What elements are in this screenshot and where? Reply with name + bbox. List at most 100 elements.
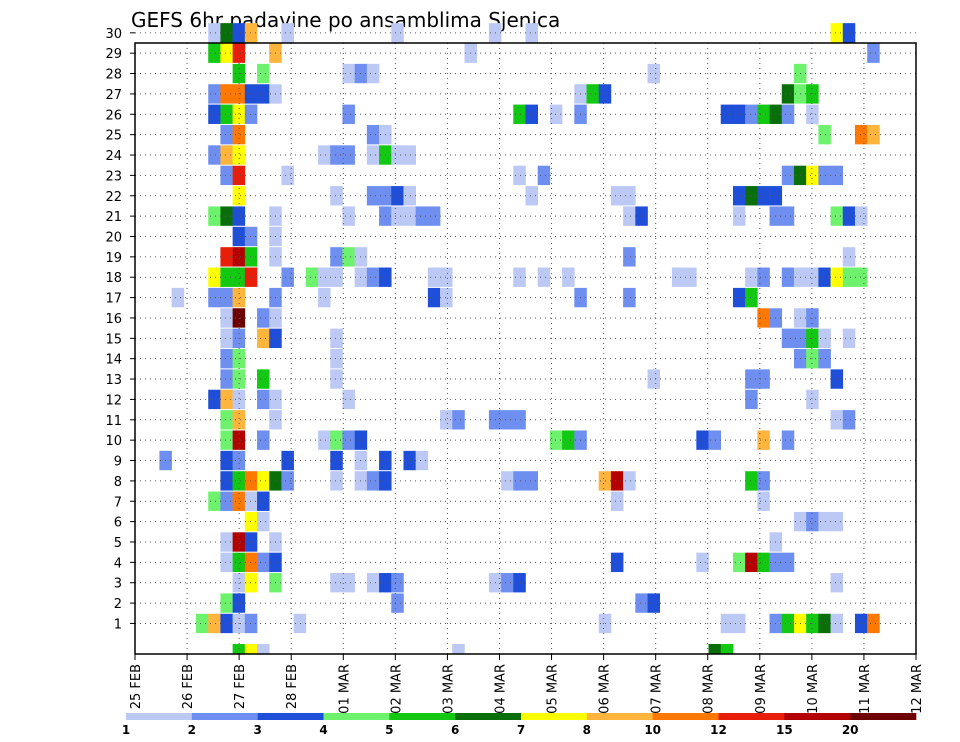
- heatmap-cell: [342, 389, 355, 410]
- heatmap-cell: [720, 644, 734, 654]
- heatmap-cell: [806, 511, 819, 532]
- heatmap-cell: [830, 23, 844, 43]
- heatmap-cell: [330, 349, 343, 369]
- heatmap-cell: [232, 573, 246, 593]
- heatmap-cell: [342, 104, 355, 124]
- heatmap-cell: [818, 165, 831, 186]
- heatmap-cell: [281, 23, 294, 43]
- heatmap-cell: [757, 308, 770, 328]
- heatmap-cell: [732, 552, 746, 573]
- heatmap-cell: [257, 491, 270, 511]
- heatmap-cell: [830, 206, 844, 226]
- heatmap-cell: [842, 206, 856, 226]
- heatmap-cell: [244, 491, 258, 511]
- heatmap-cell: [525, 471, 538, 491]
- colorbar-segment: [257, 713, 324, 720]
- heatmap-cell: [806, 267, 819, 287]
- heatmap-cell: [671, 267, 685, 287]
- heatmap-cell: [830, 410, 844, 430]
- y-tick-label: 1: [114, 617, 122, 632]
- heatmap-cell: [842, 328, 856, 348]
- plot-frame: [134, 42, 917, 655]
- heatmap-cell: [208, 104, 221, 124]
- y-tick-label: 7: [114, 495, 122, 510]
- heatmap-cell: [623, 247, 636, 267]
- heatmap-cell: [635, 206, 648, 226]
- heatmap-cell: [220, 328, 233, 348]
- heatmap-cell: [867, 43, 880, 63]
- heatmap-cell: [781, 104, 795, 124]
- heatmap-cell: [257, 84, 270, 104]
- heatmap-cell: [220, 410, 233, 430]
- heatmap-cell: [391, 23, 404, 43]
- x-tick-label: 10 MAR: [806, 664, 821, 714]
- heatmap-cell: [208, 389, 221, 410]
- x-tick-label: 05 MAR: [546, 664, 561, 714]
- heatmap-cell: [391, 573, 404, 593]
- x-tick-label: 28 FEB: [285, 664, 300, 709]
- heatmap-cell: [440, 287, 453, 308]
- x-axis-ticks: 25 FEB 26 FEB 27 FEB 28 FEB 01 MAR 02 MAR 03 M…: [129, 654, 925, 714]
- heatmap-cell: [806, 104, 819, 124]
- heatmap-cell: [220, 104, 233, 124]
- grid-lines: [135, 32, 916, 654]
- heatmap-cell: [623, 206, 636, 226]
- heatmap-cell: [330, 186, 343, 206]
- heatmap-cell: [525, 104, 538, 124]
- heatmap-cell: [220, 349, 233, 369]
- colorbar-label: 4: [319, 723, 327, 737]
- heatmap-cell: [818, 511, 831, 532]
- heatmap-cell: [757, 369, 770, 389]
- heatmap-cell: [232, 206, 246, 226]
- heatmap-cell: [647, 63, 661, 84]
- heatmap-cell: [513, 165, 526, 186]
- heatmap-cell: [220, 287, 233, 308]
- heatmap-cell: [366, 124, 380, 145]
- heatmap-cells: [159, 23, 880, 654]
- heatmap-cell: [232, 287, 246, 308]
- heatmap-cell: [806, 328, 819, 348]
- heatmap-cell: [208, 267, 221, 287]
- colorbar-segment: [191, 713, 258, 720]
- heatmap-cell: [501, 573, 514, 593]
- colorbar-segment: [389, 713, 456, 720]
- colorbar-label: 1: [122, 723, 130, 737]
- heatmap-cell: [257, 63, 270, 84]
- heatmap-cell: [781, 613, 795, 634]
- heatmap-cell: [732, 186, 746, 206]
- heatmap-cell: [818, 613, 831, 634]
- colorbar-label: 7: [517, 723, 525, 737]
- heatmap-cell: [549, 104, 563, 124]
- heatmap-cell: [549, 430, 563, 450]
- heatmap-cell: [757, 552, 770, 573]
- heatmap-cell: [342, 247, 355, 267]
- heatmap-cell: [366, 267, 380, 287]
- heatmap-cell: [452, 410, 465, 430]
- heatmap-cell: [220, 247, 233, 267]
- heatmap-cell: [208, 613, 221, 634]
- x-tick-label: 08 MAR: [702, 664, 717, 714]
- y-tick-label: 6: [114, 516, 122, 531]
- heatmap-cell: [220, 389, 233, 410]
- heatmap-cell: [635, 593, 648, 613]
- heatmap-cell: [208, 145, 221, 165]
- heatmap-cell: [525, 23, 538, 43]
- heatmap-cell: [220, 124, 233, 145]
- heatmap-cell: [610, 491, 624, 511]
- heatmap-cell: [171, 287, 185, 308]
- heatmap-cell: [745, 287, 758, 308]
- colorbar-segment: [323, 713, 390, 720]
- colorbar-segment: [652, 713, 719, 720]
- heatmap-cell: [830, 573, 844, 593]
- heatmap-cell: [220, 430, 233, 450]
- heatmap-cell: [366, 63, 380, 84]
- heatmap-cell: [232, 430, 246, 450]
- heatmap-cell: [830, 369, 844, 389]
- heatmap-cell: [513, 104, 526, 124]
- heatmap-cell: [391, 593, 404, 613]
- heatmap-cell: [806, 165, 819, 186]
- heatmap-cell: [220, 267, 233, 287]
- heatmap-cell: [232, 471, 246, 491]
- y-tick-label: 26: [105, 108, 122, 123]
- heatmap-cell: [720, 613, 734, 634]
